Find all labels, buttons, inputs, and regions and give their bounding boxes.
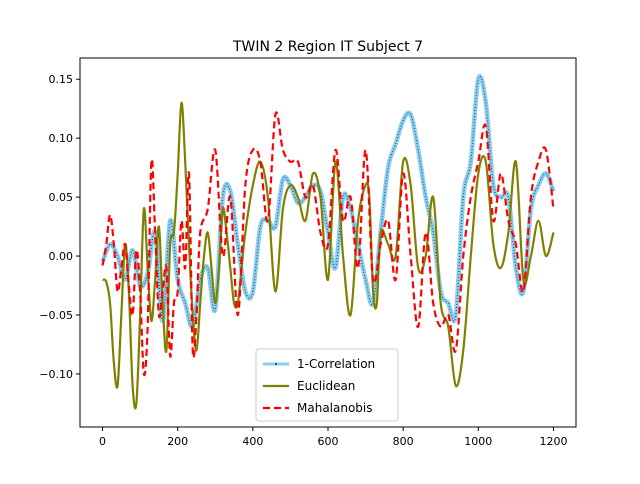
series-euclidean [101,101,555,410]
y-tick-label: 0.05 [49,191,74,204]
y-tick-label: 0.15 [49,73,74,86]
legend-label: Mahalanobis [297,401,373,415]
y-tick-label: 0.10 [49,132,74,145]
legend-item-mahalanobis: Mahalanobis [263,401,373,415]
x-tick-label: 0 [99,435,106,448]
legend-box [255,348,399,422]
y-tick-label: 0.00 [49,250,74,263]
y-tick-label: −0.05 [39,309,73,322]
series-1-correlation [100,74,556,330]
series-line [101,101,555,410]
legend-label: Euclidean [297,379,355,393]
legend-item-euclidean: Euclidean [263,379,355,393]
x-tick-label: 400 [242,435,263,448]
legend: 1-Correlation Euclidean Mahalanobis [255,348,399,422]
series-line [101,111,555,377]
x-tick-label: 1200 [539,435,567,448]
legend-item-1-correlation: 1-Correlation [263,357,375,371]
x-tick-label: 600 [318,435,339,448]
series-layer [100,74,556,410]
chart-title: TWIN 2 Region IT Subject 7 [232,39,423,55]
legend-label: 1-Correlation [297,357,375,371]
legend-marker [275,363,277,365]
series-mahalanobis [101,111,555,377]
ticks-layer: 0 200 400 600 800 1000 1200 −0.10 −0.05 0.00 0.05 0… [39,73,567,448]
x-tick-label: 200 [167,435,188,448]
y-tick-label: −0.10 [39,368,73,381]
x-tick-label: 1000 [464,435,492,448]
series-markers [102,75,554,328]
x-tick-label: 800 [393,435,414,448]
